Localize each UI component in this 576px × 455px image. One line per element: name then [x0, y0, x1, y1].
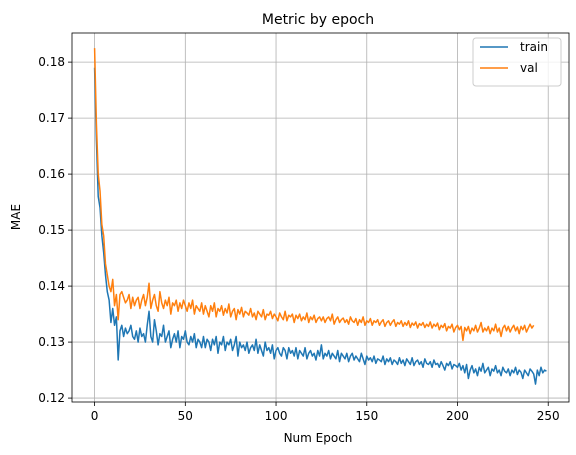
y-tick-label: 0.12 — [38, 391, 65, 405]
series-layer — [93, 48, 547, 385]
legend: train val — [472, 37, 562, 87]
y-tick-label: 0.15 — [38, 223, 65, 237]
x-tick-label: 100 — [265, 409, 288, 423]
legend-label-train: train — [520, 40, 548, 54]
y-tick-label: 0.18 — [38, 55, 65, 69]
x-tick-label: 150 — [355, 409, 378, 423]
y-tick-label: 0.13 — [38, 335, 65, 349]
grid — [72, 33, 569, 402]
legend-label-val: val — [520, 61, 538, 75]
y-tick-label: 0.16 — [38, 167, 65, 181]
plot-frame — [71, 32, 570, 403]
x-axis-label: Num Epoch — [284, 431, 353, 445]
legend-box — [472, 37, 562, 87]
x-tick-label: 250 — [537, 409, 560, 423]
y-tick-label: 0.17 — [38, 111, 65, 125]
x-axis: 0 50 100 150 200 250 — [91, 402, 560, 423]
x-tick-label: 50 — [178, 409, 193, 423]
series-line-val — [93, 48, 535, 342]
y-tick-label: 0.14 — [38, 279, 65, 293]
x-tick-label: 200 — [446, 409, 469, 423]
x-tick-label: 0 — [91, 409, 99, 423]
series-line-train — [93, 67, 547, 385]
y-axis-label: MAE — [9, 204, 23, 230]
chart-title: Metric by epoch — [262, 12, 374, 28]
y-axis: 0.12 0.13 0.14 0.15 0.16 0.17 0.18 — [38, 55, 72, 405]
plot-area — [72, 33, 569, 402]
